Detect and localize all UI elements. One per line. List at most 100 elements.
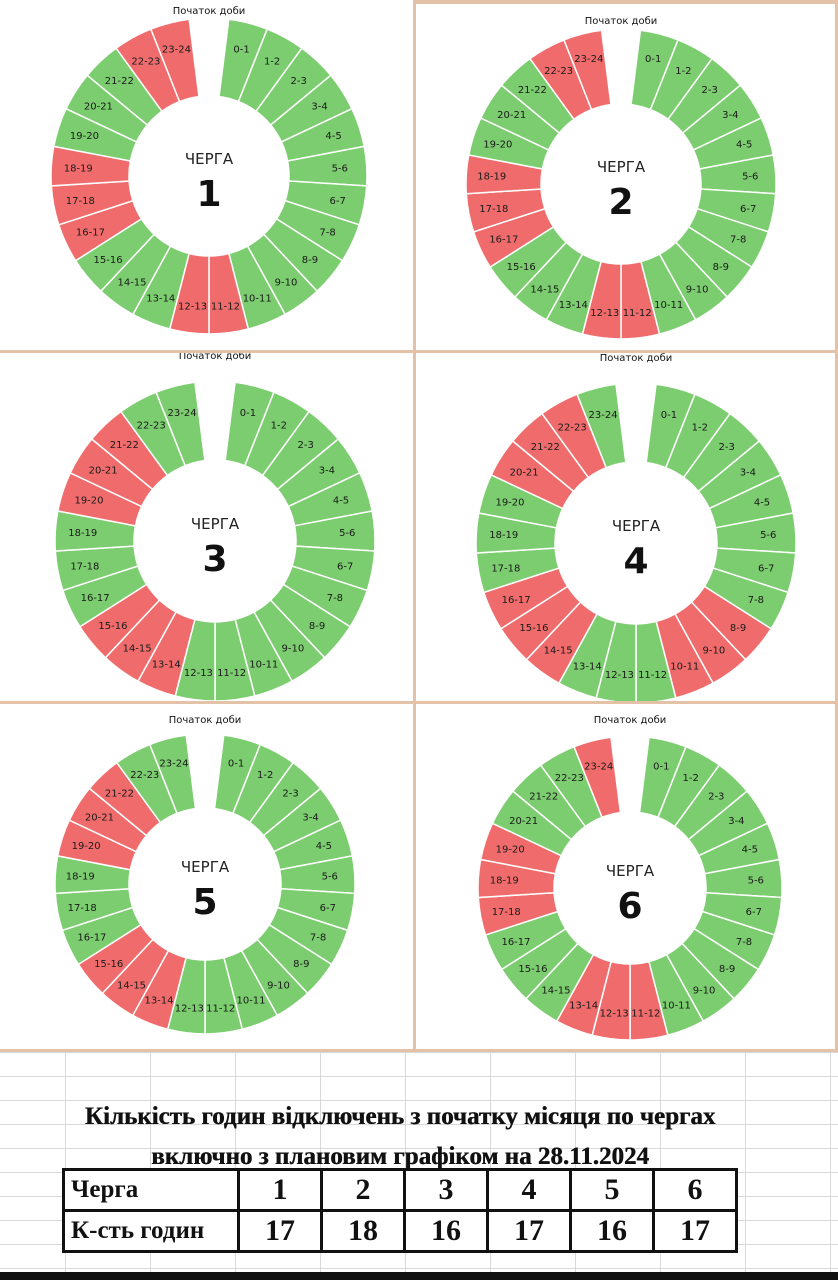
hour-segment-label: 4-5 — [742, 845, 758, 856]
hour-segment-label: 8-9 — [302, 255, 318, 266]
hour-segment-label: 4-5 — [316, 841, 332, 852]
queue-title-label: ЧЕРГА — [606, 862, 655, 880]
queue-title-label: ЧЕРГА — [185, 150, 234, 168]
hour-segment-label: 0-1 — [228, 758, 244, 769]
hour-segment-label: 5-6 — [332, 163, 348, 174]
start-of-day-label: Початок доби — [179, 353, 252, 362]
hour-segment-label: 13-14 — [569, 1001, 598, 1012]
hour-segment-label: 17-18 — [68, 903, 97, 914]
hour-segment-label: 1-2 — [692, 422, 708, 433]
hour-segment-label: 5-6 — [760, 530, 776, 541]
hour-segment-label: 17-18 — [479, 204, 508, 215]
hour-segment-label: 17-18 — [70, 561, 99, 572]
summary-title: Кількість годин відключень з початку міс… — [0, 1097, 800, 1177]
hour-segment-label: 1-2 — [675, 66, 691, 77]
start-of-day-label: Початок доби — [600, 353, 673, 364]
hour-segment-label: 2-3 — [719, 442, 735, 453]
hour-segment-label: 3-4 — [319, 466, 335, 477]
hour-segment-label: 3-4 — [722, 110, 738, 121]
table-row-queues: Черга 1 2 3 4 5 6 — [62, 1168, 738, 1212]
hour-segment-label: 19-20 — [496, 845, 525, 856]
hour-segment-label: 18-19 — [477, 171, 506, 182]
hour-segment-label: 2-3 — [701, 85, 717, 96]
hour-segment-label: 0-1 — [233, 45, 249, 56]
hour-segment-label: 18-19 — [64, 163, 93, 174]
hour-segment-23-24-power-on — [576, 383, 627, 469]
hour-segment-label: 22-23 — [137, 420, 166, 431]
hour-segment-label: 16-17 — [502, 595, 531, 606]
queue-donut-chart: Початок доби 0-1 1-2 2-3 3-4 4-5 5-6 6-7 7-8 8-9 9… — [54, 353, 376, 701]
row-header-hours: К-сть годин — [62, 1209, 240, 1253]
queue-3-chart-panel: Початок доби 0-1 1-2 2-3 3-4 4-5 5-6 6-7 7-8 8-9 9… — [0, 353, 413, 701]
hour-segment-label: 16-17 — [76, 227, 105, 238]
hour-segment-label: 1-2 — [257, 770, 273, 781]
hour-segment-label: 10-11 — [243, 293, 272, 304]
hour-segment-23-24-power-on — [148, 734, 197, 815]
hour-segment-label: 14-15 — [544, 646, 573, 657]
hour-segment-label: 0-1 — [653, 761, 669, 772]
hour-segment-label: 6-7 — [337, 561, 353, 572]
hour-segment-label: 11-12 — [638, 670, 667, 681]
hour-segment-label: 5-6 — [748, 876, 764, 887]
hour-segment-label: 13-14 — [573, 662, 602, 673]
hour-segment-23-24-outage — [149, 18, 200, 103]
hours-cell: 17 — [652, 1209, 738, 1253]
hour-segment-label: 17-18 — [491, 563, 520, 574]
hours-cell: 17 — [237, 1209, 323, 1253]
queue-donut-chart: Початок доби 0-1 1-2 2-3 3-4 4-5 5-6 6-7 7-8 8-9 9… — [465, 16, 777, 340]
hour-segment-label: 10-11 — [670, 662, 699, 673]
hour-segment-label: 23-24 — [162, 45, 191, 56]
hour-segment-label: 5-6 — [742, 171, 758, 182]
queue-2-chart-panel: Початок доби 0-1 1-2 2-3 3-4 4-5 5-6 6-7 7-8 8-9 9… — [416, 4, 835, 350]
queue-title-label: ЧЕРГА — [597, 158, 646, 176]
hour-segment-label: 21-22 — [518, 85, 547, 96]
hour-segment-label: 6-7 — [320, 903, 336, 914]
hour-segment-label: 10-11 — [249, 660, 278, 671]
hour-segment-label: 19-20 — [495, 498, 524, 509]
hour-segment-label: 6-7 — [740, 204, 756, 215]
hour-segment-label: 7-8 — [748, 595, 764, 606]
hour-segment-label: 11-12 — [623, 308, 652, 319]
hour-segment-label: 7-8 — [730, 235, 746, 246]
queue-1-chart-panel: Початок доби 0-1 1-2 2-3 3-4 4-5 5-6 6-7 7-8 8-9 9… — [0, 0, 413, 350]
hour-segment-label: 3-4 — [311, 101, 327, 112]
bottom-edge-bar — [0, 1272, 838, 1280]
hour-segment-label: 21-22 — [105, 788, 134, 799]
hours-cell: 17 — [486, 1209, 572, 1253]
hour-segment-label: 1-2 — [271, 420, 287, 431]
queue-title-label: ЧЕРГА — [181, 858, 230, 876]
start-of-day-label: Початок доби — [585, 16, 658, 27]
hour-segment-label: 5-6 — [339, 528, 355, 539]
queue-6-chart-panel: Початок доби 0-1 1-2 2-3 3-4 4-5 5-6 6-7 7-8 8-9 9… — [416, 704, 835, 1049]
hour-segment-label: 22-23 — [555, 773, 584, 784]
queue-number-cell: 1 — [237, 1168, 323, 1212]
hour-segment-label: 17-18 — [66, 196, 95, 207]
hour-segment-label: 15-16 — [94, 959, 123, 970]
hour-segment-label: 9-10 — [686, 284, 709, 295]
queue-number-cell: 6 — [652, 1168, 738, 1212]
hour-segment-label: 8-9 — [719, 964, 735, 975]
queue-4-chart-panel: Початок доби 0-1 1-2 2-3 3-4 4-5 5-6 6-7 7-8 8-9 9… — [416, 353, 835, 701]
hour-segment-label: 18-19 — [66, 872, 95, 883]
hour-segment-label: 10-11 — [236, 996, 265, 1007]
hour-segment-label: 2-3 — [298, 440, 314, 451]
hour-segment-label: 0-1 — [661, 410, 677, 421]
row-header-queue: Черга — [62, 1168, 240, 1212]
hour-segment-label: 14-15 — [530, 284, 559, 295]
outage-schedule-grid: Початок доби 0-1 1-2 2-3 3-4 4-5 5-6 6-7 7-8 8-9 9… — [0, 0, 838, 1052]
hour-segment-label: 8-9 — [293, 959, 309, 970]
queue-title-label: ЧЕРГА — [191, 515, 240, 533]
hour-segment-label: 3-4 — [728, 816, 744, 827]
hour-segment-label: 21-22 — [110, 440, 139, 451]
hour-segment-label: 22-23 — [130, 770, 159, 781]
queue-number-cell: 5 — [569, 1168, 655, 1212]
hours-cell: 16 — [403, 1209, 489, 1253]
hour-segment-label: 23-24 — [584, 761, 613, 772]
summary-title-line-1: Кількість годин відключень з початку міс… — [84, 1103, 716, 1130]
hour-segment-label: 23-24 — [589, 410, 618, 421]
queue-number-label: 3 — [202, 539, 227, 580]
hour-segment-label: 15-16 — [98, 621, 127, 632]
queue-donut-chart: Початок доби 0-1 1-2 2-3 3-4 4-5 5-6 6-7 7-8 8-9 9… — [475, 353, 797, 701]
hour-segment-label: 15-16 — [507, 262, 536, 273]
hour-segment-label: 22-23 — [558, 422, 587, 433]
